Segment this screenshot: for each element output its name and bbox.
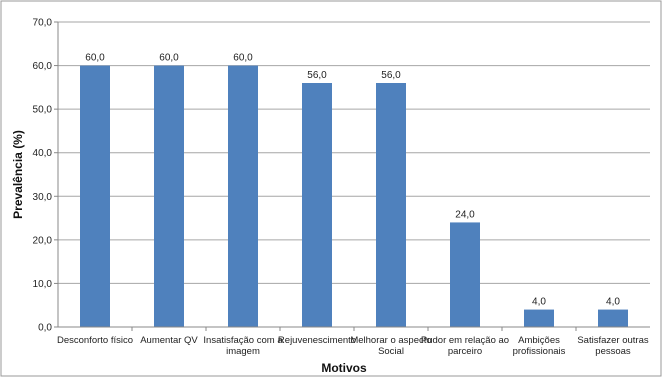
x-category-label: Desconforto físico <box>57 335 133 346</box>
data-label: 56,0 <box>381 70 401 81</box>
y-tick-label: 70,0 <box>33 18 53 29</box>
bar <box>450 222 480 327</box>
y-tick-label: 10,0 <box>33 279 53 290</box>
y-axis-title: Prevalência (%) <box>11 130 25 219</box>
y-tick-label: 40,0 <box>33 148 53 159</box>
data-label: 4,0 <box>606 297 620 308</box>
x-axis-title: Motivos <box>321 361 367 375</box>
y-tick-label: 60,0 <box>33 61 53 72</box>
bar <box>524 309 554 327</box>
x-category-label: Pudor em relação ao parceiro <box>421 335 509 357</box>
x-category-label: Satisfazer outras pessoas <box>577 335 649 357</box>
data-label: 60,0 <box>85 53 105 64</box>
y-tick-labels: 0,0 10,0 20,0 30,0 40,0 50,0 60,0 70,0 <box>33 18 58 334</box>
x-category-label: Ambições profissionais <box>513 335 566 357</box>
bar <box>302 83 332 327</box>
y-tick-label: 30,0 <box>33 192 53 203</box>
data-label: 24,0 <box>455 209 475 220</box>
x-category-label: Insatisfação com a imagem <box>203 335 283 357</box>
x-category-label: Rejuvenescimento <box>278 335 356 346</box>
x-category-label: Aumentar QV <box>140 335 198 346</box>
data-labels: 60,0 60,0 60,0 56,0 56,0 24,0 4,0 4,0 <box>85 53 620 308</box>
bar <box>228 65 258 328</box>
bar <box>80 65 110 328</box>
bar <box>154 65 184 328</box>
y-tick-label: 20,0 <box>33 235 53 246</box>
y-tick-label: 0,0 <box>38 323 52 334</box>
data-label: 60,0 <box>233 53 253 64</box>
data-label: 56,0 <box>307 70 327 81</box>
x-category-label: Melhorar o aspecto Social <box>350 335 431 357</box>
bar <box>598 309 628 327</box>
data-label: 4,0 <box>532 297 546 308</box>
x-category-labels: Desconforto físico Aumentar QV Insatisfaçã… <box>57 327 649 357</box>
bar <box>376 83 406 327</box>
y-tick-label: 50,0 <box>33 105 53 116</box>
data-label: 60,0 <box>159 53 179 64</box>
bars <box>80 65 628 328</box>
